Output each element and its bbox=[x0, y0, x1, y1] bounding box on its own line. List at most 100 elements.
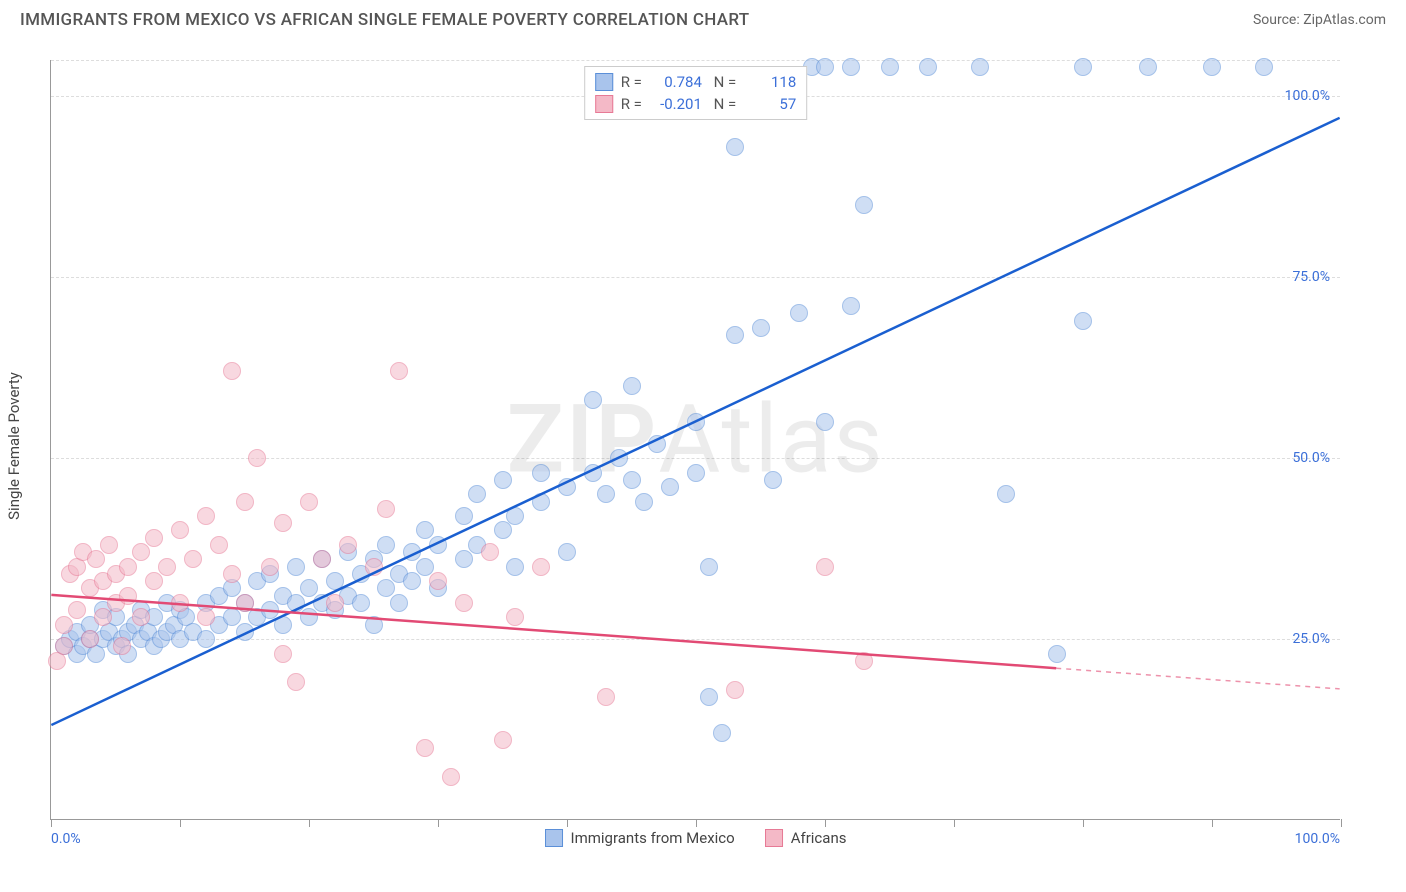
data-point bbox=[352, 594, 370, 612]
n-label: N = bbox=[710, 93, 736, 115]
data-point bbox=[494, 731, 512, 749]
data-point bbox=[842, 58, 860, 76]
data-point bbox=[532, 558, 550, 576]
data-point bbox=[55, 616, 73, 634]
data-point bbox=[184, 550, 202, 568]
data-point bbox=[158, 558, 176, 576]
data-point bbox=[623, 471, 641, 489]
data-point bbox=[558, 478, 576, 496]
data-point bbox=[494, 521, 512, 539]
swatch-icon bbox=[765, 829, 783, 847]
data-point bbox=[506, 558, 524, 576]
data-point bbox=[532, 493, 550, 511]
data-point bbox=[287, 673, 305, 691]
data-point bbox=[313, 550, 331, 568]
data-point bbox=[274, 514, 292, 532]
data-point bbox=[881, 58, 899, 76]
swatch-icon bbox=[595, 73, 613, 91]
data-point bbox=[971, 58, 989, 76]
data-point bbox=[816, 58, 834, 76]
data-point bbox=[855, 652, 873, 670]
stats-legend-box: R = 0.784 N = 118 R = -0.201 N = 57 bbox=[584, 66, 808, 120]
data-point bbox=[506, 608, 524, 626]
data-point bbox=[403, 572, 421, 590]
data-point bbox=[236, 623, 254, 641]
data-point bbox=[1203, 58, 1221, 76]
x-tick bbox=[1212, 819, 1213, 827]
gridline-h bbox=[51, 458, 1340, 459]
data-point bbox=[55, 637, 73, 655]
data-point bbox=[442, 768, 460, 786]
data-point bbox=[764, 471, 782, 489]
data-point bbox=[287, 594, 305, 612]
data-point bbox=[261, 558, 279, 576]
data-point bbox=[377, 500, 395, 518]
data-point bbox=[132, 608, 150, 626]
data-point bbox=[119, 587, 137, 605]
data-point bbox=[429, 536, 447, 554]
data-point bbox=[377, 579, 395, 597]
data-point bbox=[726, 681, 744, 699]
data-point bbox=[197, 608, 215, 626]
data-point bbox=[81, 630, 99, 648]
data-point bbox=[1074, 58, 1092, 76]
data-point bbox=[842, 297, 860, 315]
r-label: R = bbox=[621, 71, 642, 93]
data-point bbox=[506, 507, 524, 525]
data-point bbox=[687, 413, 705, 431]
data-point bbox=[713, 724, 731, 742]
data-point bbox=[532, 464, 550, 482]
data-point bbox=[635, 493, 653, 511]
data-point bbox=[261, 601, 279, 619]
stats-row-series-1: R = 0.784 N = 118 bbox=[595, 71, 797, 93]
data-point bbox=[597, 485, 615, 503]
chart-title: IMMIGRANTS FROM MEXICO VS AFRICAN SINGLE… bbox=[20, 10, 749, 30]
data-point bbox=[210, 536, 228, 554]
data-point bbox=[365, 558, 383, 576]
x-tick bbox=[180, 819, 181, 827]
x-tick bbox=[51, 819, 52, 827]
data-point bbox=[661, 478, 679, 496]
data-point bbox=[997, 485, 1015, 503]
x-tick bbox=[696, 819, 697, 827]
data-point bbox=[171, 521, 189, 539]
r-label: R = bbox=[621, 93, 642, 115]
x-tick bbox=[567, 819, 568, 827]
legend-item: Immigrants from Mexico bbox=[545, 829, 735, 847]
source-label: Source: ZipAtlas.com bbox=[1253, 12, 1386, 28]
data-point bbox=[377, 536, 395, 554]
data-point bbox=[390, 362, 408, 380]
data-point bbox=[455, 594, 473, 612]
data-point bbox=[455, 550, 473, 568]
data-point bbox=[87, 550, 105, 568]
data-point bbox=[223, 362, 241, 380]
data-point bbox=[236, 493, 254, 511]
data-point bbox=[287, 558, 305, 576]
data-point bbox=[416, 521, 434, 539]
data-point bbox=[274, 616, 292, 634]
data-point bbox=[584, 391, 602, 409]
trend-line-dashed bbox=[1056, 668, 1339, 689]
data-point bbox=[416, 558, 434, 576]
data-point bbox=[597, 688, 615, 706]
data-point bbox=[790, 304, 808, 322]
data-point bbox=[726, 138, 744, 156]
data-point bbox=[816, 413, 834, 431]
n-value: 118 bbox=[744, 71, 796, 93]
data-point bbox=[752, 319, 770, 337]
x-tick bbox=[1341, 819, 1342, 827]
data-point bbox=[223, 565, 241, 583]
data-point bbox=[816, 558, 834, 576]
data-point bbox=[145, 529, 163, 547]
data-point bbox=[132, 543, 150, 561]
data-point bbox=[416, 739, 434, 757]
data-point bbox=[1139, 58, 1157, 76]
data-point bbox=[145, 572, 163, 590]
r-value: 0.784 bbox=[650, 71, 702, 93]
data-point bbox=[197, 507, 215, 525]
trend-lines bbox=[51, 60, 1340, 819]
data-point bbox=[94, 608, 112, 626]
data-point bbox=[248, 449, 266, 467]
data-point bbox=[119, 558, 137, 576]
data-point bbox=[468, 485, 486, 503]
